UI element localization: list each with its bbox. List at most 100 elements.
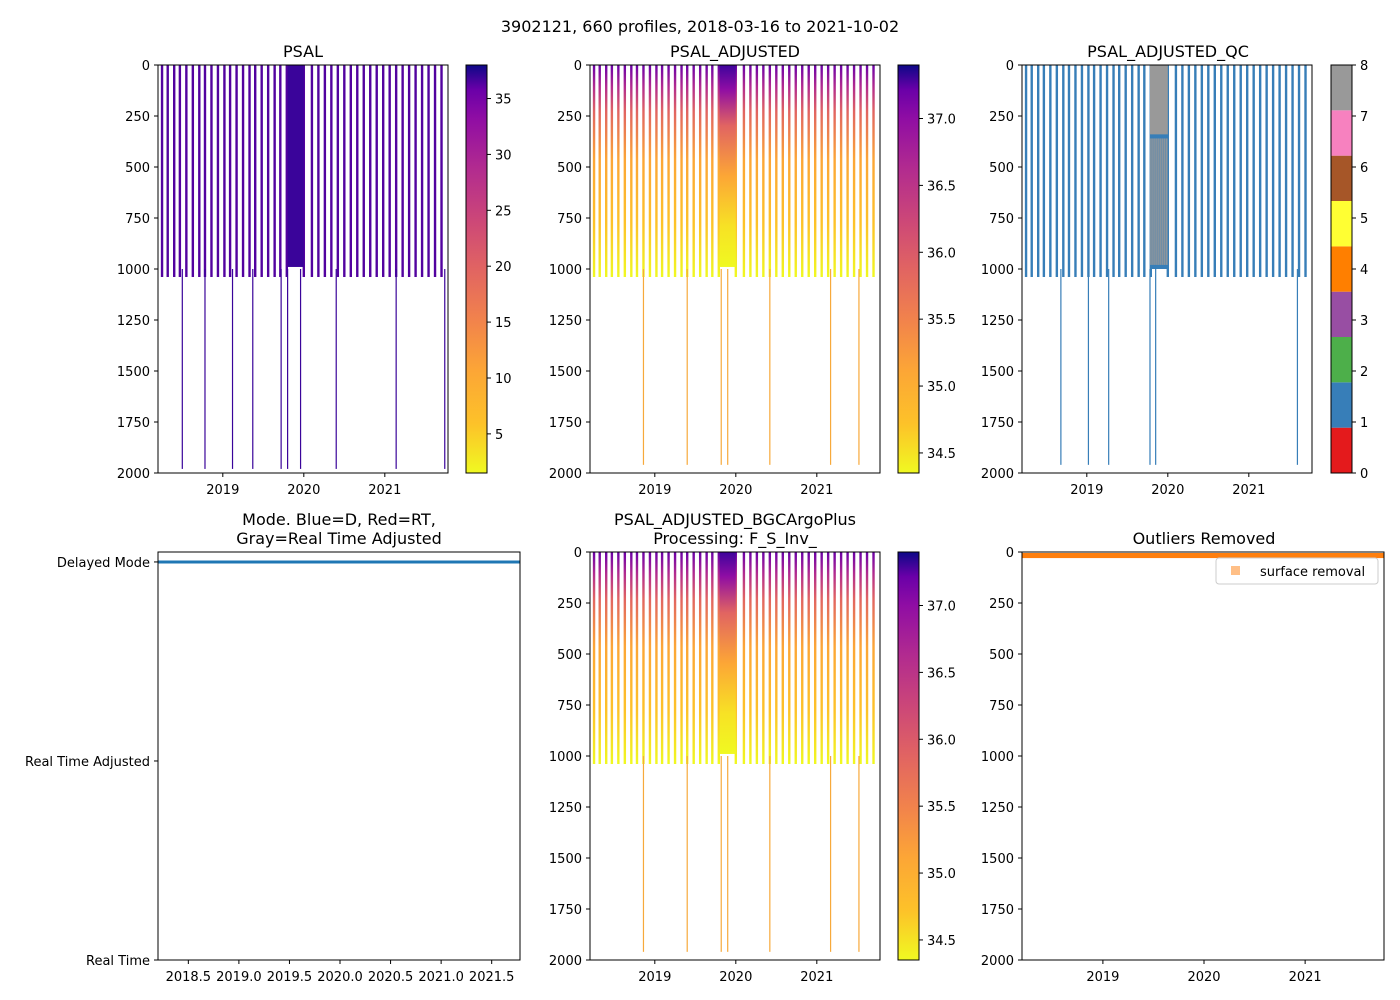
profile-mark [667, 65, 670, 277]
profile-mark [1258, 65, 1262, 277]
dense-profiles [287, 65, 304, 267]
profile-mark [820, 552, 823, 764]
x-tick-label: 2021 [800, 483, 833, 498]
profile-mark [369, 65, 372, 277]
x-tick-label: 2021.5 [469, 970, 515, 985]
y-tick-label: 0 [1006, 59, 1014, 74]
y-tick-label: 750 [557, 699, 582, 714]
profile-mark [1278, 65, 1281, 277]
profile-mark [801, 65, 804, 277]
dense-flag-stripe [1158, 138, 1160, 265]
colorbar-frame [897, 551, 920, 961]
profile-mark [1049, 65, 1052, 277]
profile-mark [336, 65, 340, 277]
axes-frame [157, 551, 521, 961]
colorbar-tick-label: 34.5 [927, 447, 956, 462]
profile-mark [401, 65, 404, 277]
profile-mark [210, 65, 213, 277]
colorbar-tick-label: 36.5 [927, 179, 956, 194]
y-tick-label: 2000 [549, 954, 582, 969]
deep-profile-mark [720, 269, 722, 465]
y-tick-label: Real Time Adjusted [25, 755, 150, 770]
profile-mark [1105, 65, 1109, 277]
deep-profile-mark [769, 756, 771, 952]
profile-mark [755, 552, 759, 764]
panel-title-line-2: Gray=Real Time Adjusted [236, 529, 442, 548]
profile-mark [872, 552, 875, 764]
profile-mark [1030, 65, 1033, 277]
deep-profile-mark [720, 756, 722, 952]
x-tick-label: 2019.5 [267, 970, 313, 985]
x-tick-label: 2021 [368, 483, 401, 498]
y-tick-label: 1750 [981, 416, 1014, 431]
profile-mark [617, 65, 620, 277]
profile-mark [655, 65, 658, 277]
profile-mark [749, 552, 752, 764]
y-tick-label: Real Time [86, 954, 150, 969]
profile-mark [317, 65, 320, 277]
colorbar-tick-label: 36.0 [927, 246, 956, 261]
profile-mark [310, 65, 314, 277]
colorbar-tick-label: 8 [1360, 59, 1368, 74]
y-tick-label: 1000 [981, 750, 1014, 765]
profile-mark [414, 65, 417, 277]
panel-psal-adjusted: PSAL_ADJUSTED 2019 2020 2021 0 250 500 750 1000… [549, 42, 956, 498]
dense-flag-stripe [1156, 138, 1158, 265]
colorbar-tick-label: 35.0 [927, 867, 956, 882]
axes-frame [1021, 551, 1385, 961]
profile-mark [1252, 65, 1255, 277]
colorbar-gradient [466, 65, 487, 473]
outlier-band [1022, 553, 1384, 559]
profile-mark [872, 65, 875, 277]
colorbar-tick-label: 37.0 [927, 600, 956, 615]
profile-mark [420, 65, 424, 277]
profile-mark [1143, 65, 1146, 277]
deep-profile-mark [1087, 269, 1090, 465]
deep-profile-mark [299, 269, 302, 469]
profile-mark [1245, 65, 1249, 277]
profile-mark [635, 65, 639, 277]
panel-psal-adjusted-qc: PSAL_ADJUSTED_QC 2019 2020 202102505007501… [981, 42, 1368, 498]
profile-mark [794, 65, 797, 277]
dense-flag-stripe [1154, 138, 1156, 265]
y-tick-label: 1500 [549, 852, 582, 867]
deep-profile-mark [395, 269, 397, 469]
profile-mark [173, 65, 176, 277]
deep-profile-mark [686, 756, 688, 952]
x-tick-label: 2020 [1151, 483, 1184, 498]
panel-title-line-1: Mode. Blue=D, Red=RT, [242, 510, 436, 529]
profile-mark [241, 65, 245, 277]
profile-mark [203, 65, 207, 277]
x-tick-label: 2021 [1232, 483, 1265, 498]
colorbar: 34.5 35.0 35.5 36.0 36.5 37.0 [897, 551, 956, 961]
profile-mark [717, 65, 720, 277]
deep-profile-mark [642, 756, 645, 952]
x-tick-label: 2019 [638, 483, 671, 498]
colorbar-tick-label: 34.5 [927, 934, 956, 949]
legend-frame [1215, 557, 1379, 585]
panel-title: PSAL_ADJUSTED [670, 42, 800, 62]
profile-mark [775, 65, 778, 277]
y-tick-label: 1500 [549, 365, 582, 380]
y-tick-label: 2000 [549, 467, 582, 482]
profile-mark [794, 552, 797, 764]
colorbar-segment [1331, 65, 1352, 111]
profile-mark [775, 552, 778, 764]
y-tick-label: 1250 [549, 314, 582, 329]
profile-mark [1265, 65, 1268, 277]
profile-mark [630, 65, 633, 277]
profile-mark [427, 65, 430, 277]
colorbar-tick-label: 15 [495, 316, 512, 331]
profile-mark [198, 65, 201, 277]
y-tick-label: 750 [557, 212, 582, 227]
profile-mark [592, 552, 596, 764]
profile-mark [598, 552, 601, 764]
profile-mark [1092, 65, 1096, 277]
profile-mark [705, 552, 708, 764]
profile-mark [852, 65, 856, 277]
profile-mark [623, 552, 627, 764]
deep-profile-mark [858, 756, 860, 952]
profile-mark [1226, 65, 1229, 277]
profile-mark [1112, 65, 1115, 277]
y-tick-label: 1250 [981, 801, 1014, 816]
